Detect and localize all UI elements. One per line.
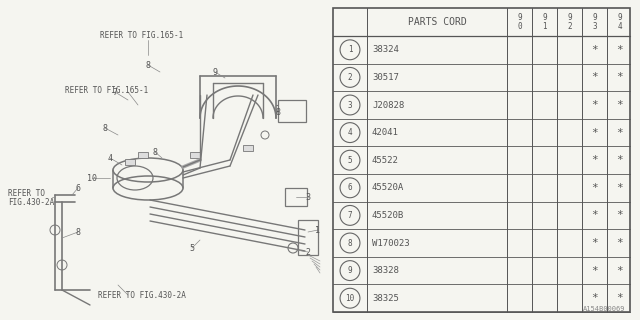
Text: *: * bbox=[616, 45, 623, 55]
Text: 10: 10 bbox=[87, 173, 97, 182]
Text: 45520A: 45520A bbox=[372, 183, 404, 192]
Text: 8: 8 bbox=[275, 108, 280, 116]
Text: *: * bbox=[616, 155, 623, 165]
Text: 38324: 38324 bbox=[372, 45, 399, 54]
Text: *: * bbox=[591, 238, 598, 248]
Text: *: * bbox=[616, 128, 623, 138]
Text: FIG.430-2A: FIG.430-2A bbox=[8, 197, 54, 206]
Text: 3: 3 bbox=[348, 100, 352, 109]
Bar bbox=[285, 188, 307, 206]
Text: 5: 5 bbox=[189, 244, 195, 252]
Text: *: * bbox=[591, 128, 598, 138]
Text: REFER TO FIG.165-1: REFER TO FIG.165-1 bbox=[100, 30, 183, 39]
Text: REFER TO FIG.165-1: REFER TO FIG.165-1 bbox=[65, 85, 148, 94]
Bar bbox=[278, 100, 306, 122]
Bar bbox=[125, 159, 135, 165]
Text: *: * bbox=[591, 45, 598, 55]
Text: *: * bbox=[616, 211, 623, 220]
Text: 7: 7 bbox=[348, 211, 352, 220]
Text: A154B00069: A154B00069 bbox=[582, 306, 625, 312]
Text: 8: 8 bbox=[76, 228, 81, 236]
Text: 9
3: 9 3 bbox=[592, 13, 597, 31]
Text: REFER TO FIG.430-2A: REFER TO FIG.430-2A bbox=[98, 291, 186, 300]
Text: 38325: 38325 bbox=[372, 294, 399, 303]
Text: *: * bbox=[616, 238, 623, 248]
Text: 7: 7 bbox=[113, 87, 118, 97]
Text: 9: 9 bbox=[348, 266, 352, 275]
Text: 1: 1 bbox=[348, 45, 352, 54]
Text: 2: 2 bbox=[348, 73, 352, 82]
Text: REFER TO: REFER TO bbox=[8, 188, 45, 197]
Text: *: * bbox=[591, 72, 598, 83]
Text: 9
2: 9 2 bbox=[567, 13, 572, 31]
Text: *: * bbox=[591, 266, 598, 276]
Text: 9: 9 bbox=[212, 68, 218, 76]
Text: 9
4: 9 4 bbox=[617, 13, 622, 31]
Text: *: * bbox=[616, 72, 623, 83]
Text: *: * bbox=[591, 211, 598, 220]
Bar bbox=[138, 152, 148, 158]
Text: 6: 6 bbox=[76, 183, 81, 193]
Text: *: * bbox=[616, 266, 623, 276]
Text: 30517: 30517 bbox=[372, 73, 399, 82]
Text: *: * bbox=[591, 183, 598, 193]
Text: 10: 10 bbox=[346, 294, 355, 303]
Text: 9
1: 9 1 bbox=[542, 13, 547, 31]
Text: 3: 3 bbox=[305, 193, 310, 202]
Text: *: * bbox=[591, 155, 598, 165]
Text: 38328: 38328 bbox=[372, 266, 399, 275]
Text: PARTS CORD: PARTS CORD bbox=[408, 17, 467, 27]
Text: 1: 1 bbox=[316, 226, 321, 235]
Text: 45522: 45522 bbox=[372, 156, 399, 165]
Text: 8: 8 bbox=[348, 238, 352, 247]
Bar bbox=[190, 152, 200, 158]
Bar bbox=[298, 220, 318, 255]
Text: *: * bbox=[616, 100, 623, 110]
Text: 5: 5 bbox=[348, 156, 352, 165]
Text: 8: 8 bbox=[102, 124, 108, 132]
Text: 6: 6 bbox=[348, 183, 352, 192]
Text: 9
0: 9 0 bbox=[517, 13, 522, 31]
Text: 4: 4 bbox=[348, 128, 352, 137]
Bar bbox=[333, 8, 630, 312]
Text: W170023: W170023 bbox=[372, 238, 410, 247]
Bar bbox=[243, 145, 253, 151]
Text: *: * bbox=[591, 100, 598, 110]
Text: 8: 8 bbox=[145, 60, 150, 69]
Text: 4: 4 bbox=[108, 154, 113, 163]
Text: J20828: J20828 bbox=[372, 100, 404, 109]
Text: 42041: 42041 bbox=[372, 128, 399, 137]
Text: *: * bbox=[591, 293, 598, 303]
Text: 8: 8 bbox=[152, 148, 157, 156]
Text: *: * bbox=[616, 293, 623, 303]
Text: 2: 2 bbox=[305, 247, 310, 257]
Text: 45520B: 45520B bbox=[372, 211, 404, 220]
Text: *: * bbox=[616, 183, 623, 193]
